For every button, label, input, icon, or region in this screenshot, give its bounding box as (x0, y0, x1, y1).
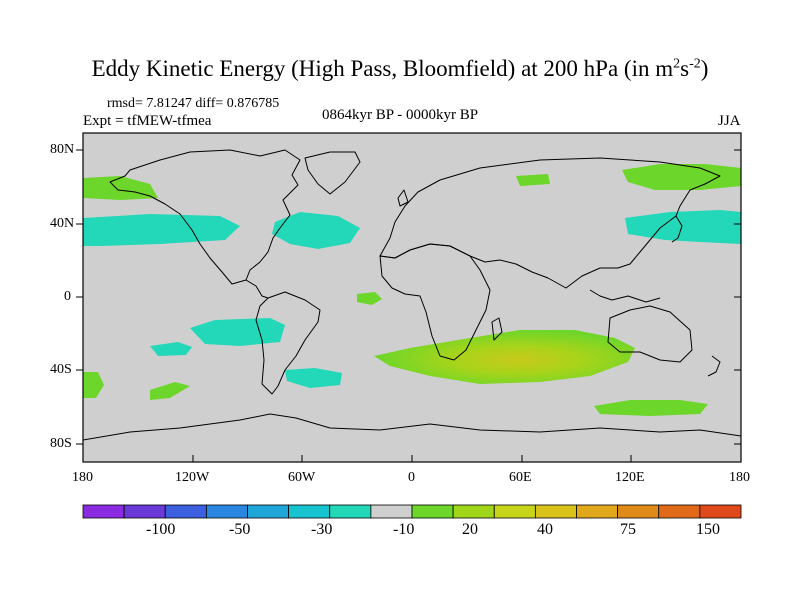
colorbar-label: 40 (537, 521, 553, 538)
lat-ticks (76, 149, 741, 445)
colorbar-swatch (370, 504, 413, 519)
pos-anomaly-arctic-west (83, 176, 158, 200)
colorbar-label: -100 (146, 521, 176, 538)
colorbar-swatch (658, 504, 701, 519)
colorbar-swatch (164, 504, 207, 519)
colorbar-swatch (205, 504, 248, 519)
colorbar-swatch (534, 504, 577, 519)
coast-new-zealand (707, 355, 721, 377)
lon-label-180e: 180 (729, 470, 750, 485)
colorbar-swatch (699, 504, 742, 519)
colorbar-label: -10 (393, 521, 415, 538)
colorbar-swatch (329, 504, 372, 519)
pos-anomaly-southern-indian-ocean (374, 330, 635, 384)
period-label: 0864kyr BP - 0000kyr BP (322, 107, 479, 123)
coast-uk (397, 189, 409, 207)
map-title: Eddy Kinetic Energy (High Pass, Bloomfie… (91, 56, 709, 81)
lon-label-180w: 180 (72, 470, 93, 485)
neg-anomaly-north-pacific-west (83, 214, 240, 246)
coastlines (83, 149, 741, 441)
lat-label-40n: 40N (50, 216, 75, 231)
colorbar-swatch (288, 504, 331, 519)
colorbar (82, 504, 742, 519)
neg-anomaly-north-atlantic (272, 212, 360, 249)
colorbar-swatch (247, 504, 290, 519)
colorbar-label: -50 (229, 521, 251, 538)
colorbar-swatch (452, 504, 495, 519)
colorbar-label: 20 (462, 521, 478, 538)
colorbar-swatch (411, 504, 454, 519)
lon-label-60w: 60W (288, 470, 316, 485)
neg-anomaly-south-atlantic (285, 368, 342, 388)
coast-japan (671, 215, 683, 243)
lon-label-0: 0 (408, 470, 415, 485)
lat-label-80s: 80S (50, 436, 72, 451)
colorbar-label: 150 (696, 521, 720, 538)
colorbar-swatch (576, 504, 619, 519)
pos-anomaly-arctic-mid (516, 174, 550, 186)
season-label: JJA (718, 113, 741, 129)
pos-anomaly-arctic-east (622, 164, 741, 190)
coast-north-america (109, 149, 301, 285)
neg-anomaly-south-pacific-west (150, 342, 192, 356)
colorbar-swatch (82, 504, 125, 519)
lon-ticks (82, 455, 742, 462)
lat-label-0: 0 (64, 289, 71, 304)
lon-label-120e: 120E (615, 470, 645, 485)
pos-anomaly-equator (357, 292, 382, 305)
lon-label-120w: 120W (175, 470, 210, 485)
experiment-label: Expt = tfMEW-tfmea (83, 113, 212, 129)
anomaly-fields (83, 164, 741, 416)
colorbar-swatch (617, 504, 660, 519)
coast-indonesia (589, 289, 661, 303)
colorbar-swatch (493, 504, 536, 519)
colorbar-swatch (123, 504, 166, 519)
coast-africa (379, 243, 491, 361)
stats-text: rmsd= 7.81247 diff= 0.876785 (107, 96, 280, 111)
coast-antarctica (83, 413, 741, 441)
pos-anomaly-southern-ocean-east (594, 400, 708, 416)
pos-anomaly-south-west (83, 372, 104, 398)
coast-australia (607, 305, 693, 363)
lon-label-60e: 60E (509, 470, 532, 485)
coast-central-america (245, 279, 269, 299)
coast-madagascar (491, 317, 503, 341)
lat-label-80n: 80N (50, 142, 75, 157)
coast-eurasia (379, 157, 721, 289)
colorbar-label: -30 (311, 521, 333, 538)
coast-south-america (255, 291, 321, 395)
colorbar-label: 75 (620, 521, 636, 538)
lat-label-40s: 40S (50, 362, 72, 377)
coast-greenland (304, 151, 361, 195)
pos-anomaly-south-pacific (150, 382, 190, 400)
